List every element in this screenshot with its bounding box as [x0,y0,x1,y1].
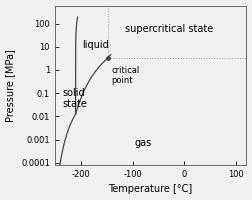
Text: supercritical state: supercritical state [125,24,213,34]
Text: liquid: liquid [82,40,109,50]
Text: solid
state: solid state [62,88,87,109]
Text: critical
point: critical point [111,66,140,85]
X-axis label: Temperature [°C]: Temperature [°C] [109,184,193,194]
Y-axis label: Pressure [MPa]: Pressure [MPa] [6,49,16,122]
Text: gas: gas [134,138,151,148]
